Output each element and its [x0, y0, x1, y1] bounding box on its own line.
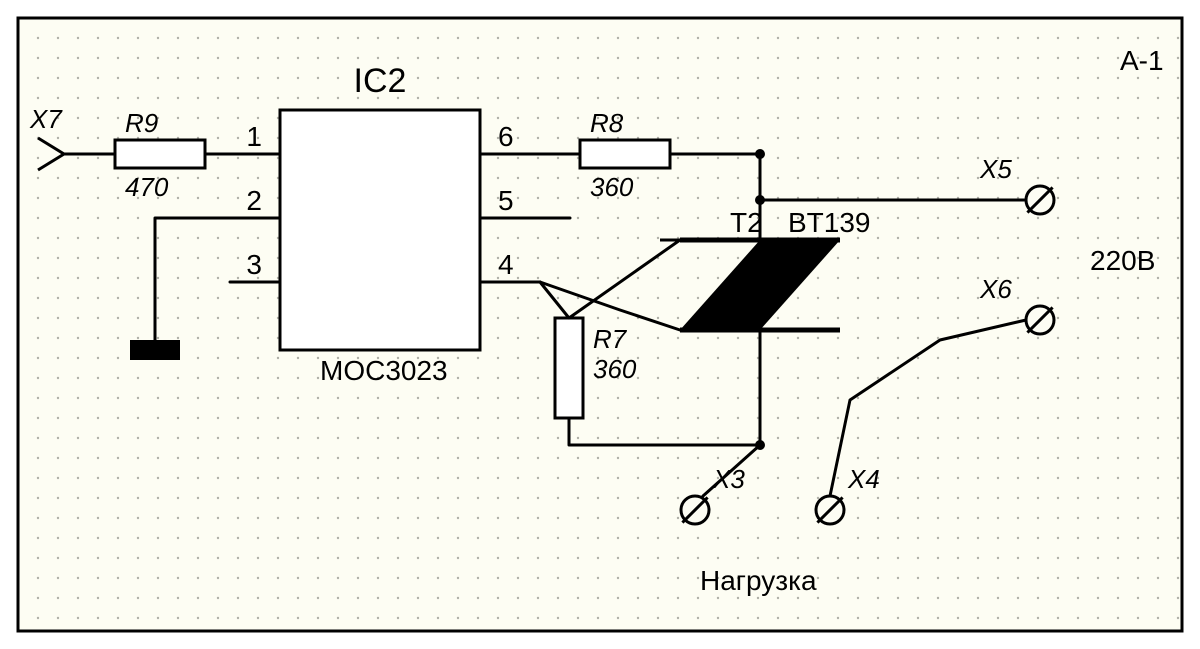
pin1-label: 1	[246, 121, 262, 152]
r7-ref: R7	[593, 324, 628, 354]
pin4-label: 4	[498, 249, 514, 280]
load-label: Нагрузка	[700, 565, 817, 596]
pin2-label: 2	[246, 185, 262, 216]
triac-ref: T2	[730, 207, 763, 238]
r9-val: 470	[125, 172, 169, 202]
ic2-part: MOC3023	[320, 355, 448, 386]
r7-val: 360	[593, 354, 637, 384]
r7-body	[555, 318, 583, 418]
pin6-label: 6	[498, 121, 514, 152]
x6-label: X6	[979, 274, 1012, 304]
node-r8-branch	[755, 149, 765, 159]
node-triac-top	[755, 195, 765, 205]
r8-body	[580, 140, 670, 168]
ic2-ref: IC2	[354, 62, 407, 100]
r8-ref: R8	[590, 108, 624, 138]
x5-label: X5	[979, 154, 1012, 184]
x7-label: X7	[29, 104, 63, 134]
x3-label: X3	[712, 464, 745, 494]
ground-icon	[130, 340, 180, 360]
sheet-label: A-1	[1120, 45, 1164, 76]
pin3-label: 3	[246, 249, 262, 280]
mains-label: 220В	[1090, 245, 1155, 276]
ic2-body	[280, 110, 480, 350]
r9-body	[115, 140, 205, 168]
r9-ref: R9	[125, 108, 158, 138]
pin5-label: 5	[498, 185, 514, 216]
triac-part: BT139	[788, 207, 871, 238]
x4-label: X4	[847, 464, 880, 494]
r8-val: 360	[590, 172, 634, 202]
